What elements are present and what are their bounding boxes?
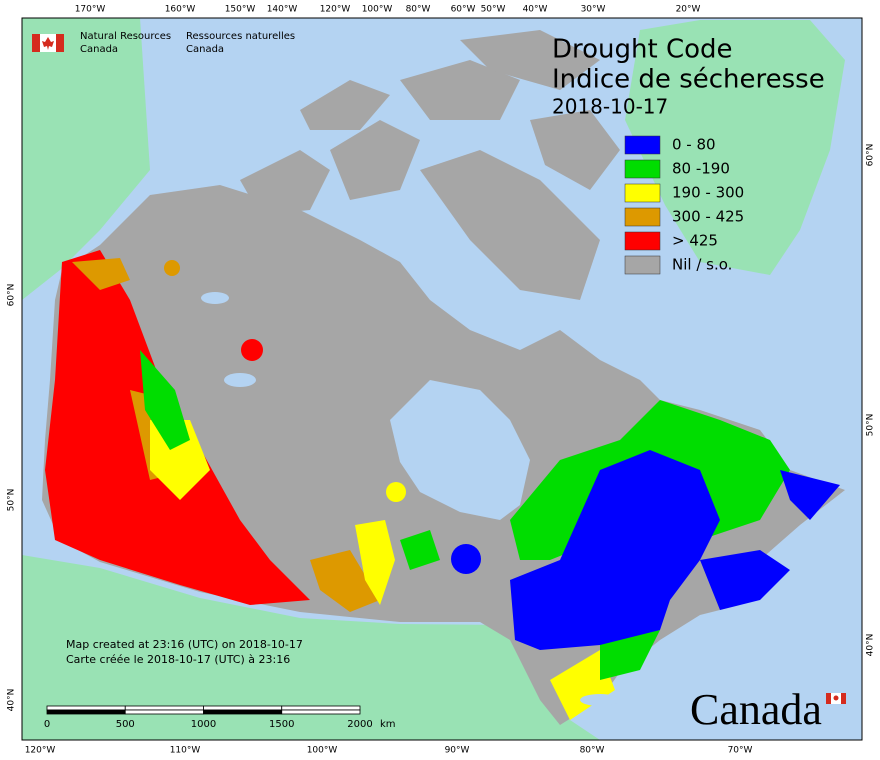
longitude-label: 80°W [580, 746, 605, 756]
map-frame [21, 17, 863, 741]
nrcan-logo: Natural Resources Canada Ressources natu… [32, 31, 295, 55]
legend-swatch [624, 207, 661, 227]
legend-swatch [624, 135, 661, 155]
longitude-label: 170°W [75, 5, 106, 15]
legend-label: > 425 [672, 232, 718, 250]
legend-label: 300 - 425 [672, 208, 744, 226]
patch-orange [72, 258, 380, 612]
patch-blue-spot [451, 544, 481, 574]
maple-leaf [833, 695, 839, 701]
latitude-label: 60°N [866, 144, 876, 167]
agency-en: Natural Resources [80, 31, 171, 42]
latitude-label: 50°N [7, 489, 17, 512]
patch-red-spot [241, 339, 263, 361]
longitude-label: 20°W [676, 5, 701, 15]
patch-green [140, 350, 790, 680]
scale-segment [281, 709, 361, 715]
longitude-label: 90°W [445, 746, 470, 756]
scale-label: 1500 [269, 719, 294, 730]
longitude-label: 110°W [170, 746, 201, 756]
longitude-label: 60°W [451, 5, 476, 15]
scale-label: 500 [116, 719, 135, 730]
latitude-label: 50°N [866, 414, 876, 437]
title-fr: Indice de sécheresse [552, 65, 825, 95]
scale-segment [124, 709, 204, 715]
island [240, 150, 330, 215]
agency-fr: Canada [186, 44, 224, 55]
longitude-label: 100°W [362, 5, 393, 15]
lake [224, 373, 256, 387]
legend-swatch [624, 231, 661, 251]
island [330, 120, 420, 200]
legend: 0 - 80 80 -190 190 - 300 300 - 425 > 425 Nil … [624, 135, 744, 275]
title: Drought Code [552, 35, 733, 65]
island [400, 60, 520, 120]
longitude-label: 30°W [581, 5, 606, 15]
longitude-label: 70°W [728, 746, 753, 756]
longitude-label: 160°W [165, 5, 196, 15]
scale-segment [124, 705, 204, 711]
maple-leaf [42, 37, 54, 50]
longitude-label: 50°W [481, 5, 506, 15]
latitude-label: 40°N [7, 689, 17, 712]
scale-label: 0 [44, 719, 50, 730]
flag-bar [32, 34, 40, 52]
greenland [625, 20, 845, 275]
island [300, 80, 390, 130]
lakes [201, 292, 620, 706]
flag-bar [841, 693, 846, 704]
scale-segment [203, 709, 283, 715]
wordmark-flag [826, 693, 846, 704]
arctic-islands [240, 30, 620, 300]
credit: Map created at 23:16 (UTC) on 2018-10-17 [66, 638, 303, 651]
wordmark: Canada [690, 685, 822, 734]
scale-label: 2000 [347, 719, 372, 730]
legend-label: 190 - 300 [672, 184, 744, 202]
alaska [22, 18, 150, 300]
drought-patches [45, 250, 840, 720]
flag-bar [826, 693, 831, 704]
longitude-label: 150°W [225, 5, 256, 15]
latitude-label: 60°N [7, 284, 17, 307]
scale-segment [46, 705, 126, 711]
legend-label: 80 -190 [672, 160, 730, 178]
longitude-label: 120°W [25, 746, 56, 756]
lake [201, 292, 229, 304]
credit: Carte créée le 2018-10-17 (UTC) à 23:16 [66, 653, 290, 666]
patch-blue [510, 450, 840, 650]
scale-bar: 0 500 1000 1500 2000 km [44, 705, 396, 730]
longitude-label: 80°W [406, 5, 431, 15]
scale-segment [46, 709, 126, 715]
legend-swatch [624, 159, 661, 179]
longitude-label: 140°W [267, 5, 298, 15]
legend-label: 0 - 80 [672, 136, 716, 154]
scale-label: 1000 [191, 719, 216, 730]
agency-fr: Ressources naturelles [186, 31, 295, 42]
frame-border [21, 17, 863, 741]
longitude-label: 40°W [523, 5, 548, 15]
legend-label: Nil / s.o. [672, 256, 732, 274]
legend-swatch [624, 255, 661, 275]
graticule-labels: 170°W 160°W 150°W 140°W 120°W 100°W 80°W 60°W 50… [7, 5, 876, 756]
scale-segment [203, 705, 283, 711]
hudson-bay [390, 380, 530, 520]
legend-swatch [624, 183, 661, 203]
longitude-label: 100°W [307, 746, 338, 756]
island [420, 150, 600, 300]
longitude-label: 120°W [320, 5, 351, 15]
date: 2018-10-17 [552, 95, 668, 119]
latitude-label: 40°N [866, 634, 876, 657]
lake [580, 694, 620, 706]
island [460, 30, 600, 90]
patch-yellow-spot [386, 482, 406, 502]
patch-yellow [150, 420, 615, 720]
patch-orange-spot [164, 260, 180, 276]
usa [22, 555, 600, 740]
scale-segment [281, 705, 361, 711]
flag-bar [56, 34, 64, 52]
island [530, 110, 620, 190]
scale-unit: km [380, 719, 396, 730]
agency-en: Canada [80, 44, 118, 55]
